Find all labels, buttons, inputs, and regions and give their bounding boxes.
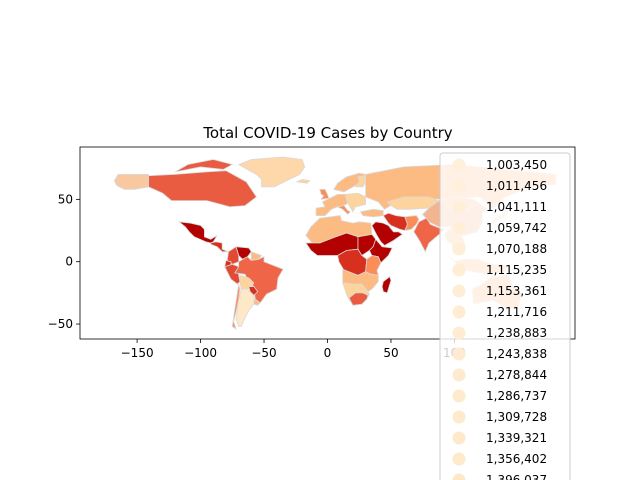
legend-swatch: [452, 221, 466, 235]
legend-entry: 1,041,111: [452, 200, 547, 214]
legend-entry: 1,059,742: [452, 221, 547, 235]
legend-label: 1,339,321: [486, 431, 547, 445]
legend-label: 1,070,188: [486, 242, 547, 256]
y-tick-label: 50: [58, 192, 73, 206]
legend-label: 1,059,742: [486, 221, 547, 235]
y-tick-label: 0: [65, 255, 73, 269]
legend-swatch: [452, 473, 466, 480]
country-region: [336, 205, 351, 215]
legend-entry: 1,339,321: [452, 431, 547, 445]
legend-entry: 1,115,235: [452, 263, 547, 277]
legend-entry: 1,396,037: [452, 473, 547, 480]
legend-label: 1,003,450: [486, 158, 547, 172]
legend-swatch: [452, 452, 466, 466]
legend-label: 1,153,361: [486, 284, 547, 298]
legend-label: 1,243,838: [486, 347, 547, 361]
y-axis: 50 0 −50: [48, 192, 80, 331]
legend-entry: 1,070,188: [452, 242, 547, 256]
country-region: [319, 188, 330, 200]
legend-swatch: [452, 368, 466, 382]
x-tick-label: 0: [324, 346, 332, 360]
country-region: [344, 192, 367, 213]
legend-swatch: [452, 263, 466, 277]
legend-label: 1,115,235: [486, 263, 547, 277]
legend-entry: 1,278,844: [452, 368, 547, 382]
legend-swatch: [452, 431, 466, 445]
country-region: [235, 288, 255, 327]
legend-swatch: [452, 200, 466, 214]
country-region: [253, 298, 261, 306]
legend-swatch: [452, 242, 466, 256]
legend-swatch: [452, 284, 466, 298]
chart-title: Total COVID-19 Cases by Country: [202, 124, 452, 142]
legend-entry: 1,153,361: [452, 284, 547, 298]
country-region: [295, 178, 311, 184]
country-region: [231, 284, 241, 330]
legend-box: [439, 152, 571, 480]
legend-swatch: [452, 347, 466, 361]
legend: 1,003,450 1,011,456 1,041,111 1,059,742 1,07…: [439, 152, 571, 480]
x-tick-label: −150: [121, 346, 154, 360]
legend-swatch: [452, 305, 466, 319]
country-region: [248, 286, 259, 296]
country-region: [381, 276, 392, 294]
x-axis: −150−100−50050100: [121, 339, 466, 360]
legend-label: 1,286,737: [486, 389, 547, 403]
legend-entry: 1,356,402: [452, 452, 547, 466]
legend-label: 1,211,716: [486, 305, 547, 319]
legend-label: 1,011,456: [486, 179, 547, 193]
country-region: [177, 221, 218, 244]
legend-label: 1,278,844: [486, 368, 547, 382]
y-tick-label: −50: [48, 317, 73, 331]
country-region: [354, 175, 367, 188]
country-region: [371, 221, 404, 246]
legend-label: 1,238,883: [486, 326, 547, 340]
country-region: [315, 193, 349, 217]
legend-label: 1,041,111: [486, 200, 547, 214]
legend-label: 1,396,037: [486, 473, 547, 480]
country-region: [237, 156, 306, 188]
legend-label: 1,309,728: [486, 410, 547, 424]
legend-entries: 1,003,450 1,011,456 1,041,111 1,059,742 1,07…: [452, 158, 547, 480]
legend-swatch: [452, 326, 466, 340]
legend-entry: 1,011,456: [452, 179, 547, 193]
country-region: [148, 170, 257, 208]
country-region: [404, 215, 420, 232]
country-region: [359, 208, 384, 218]
legend-swatch: [452, 410, 466, 424]
country-region: [210, 241, 229, 253]
country-region: [174, 159, 234, 173]
x-tick-label: −50: [251, 346, 276, 360]
legend-entry: 1,286,737: [452, 389, 547, 403]
legend-swatch: [452, 179, 466, 193]
country-region: [348, 292, 369, 306]
x-tick-label: −100: [184, 346, 217, 360]
legend-entry: 1,243,838: [452, 347, 547, 361]
legend-label: 1,356,402: [486, 452, 547, 466]
legend-swatch: [452, 389, 466, 403]
country-region: [113, 173, 149, 190]
legend-entry: 1,309,728: [452, 410, 547, 424]
x-tick-label: 50: [383, 346, 398, 360]
legend-entry: 1,211,716: [452, 305, 547, 319]
legend-swatch: [452, 158, 466, 172]
country-region: [368, 238, 393, 264]
legend-entry: 1,238,883: [452, 326, 547, 340]
legend-entry: 1,003,450: [452, 158, 547, 172]
country-region: [224, 263, 241, 285]
